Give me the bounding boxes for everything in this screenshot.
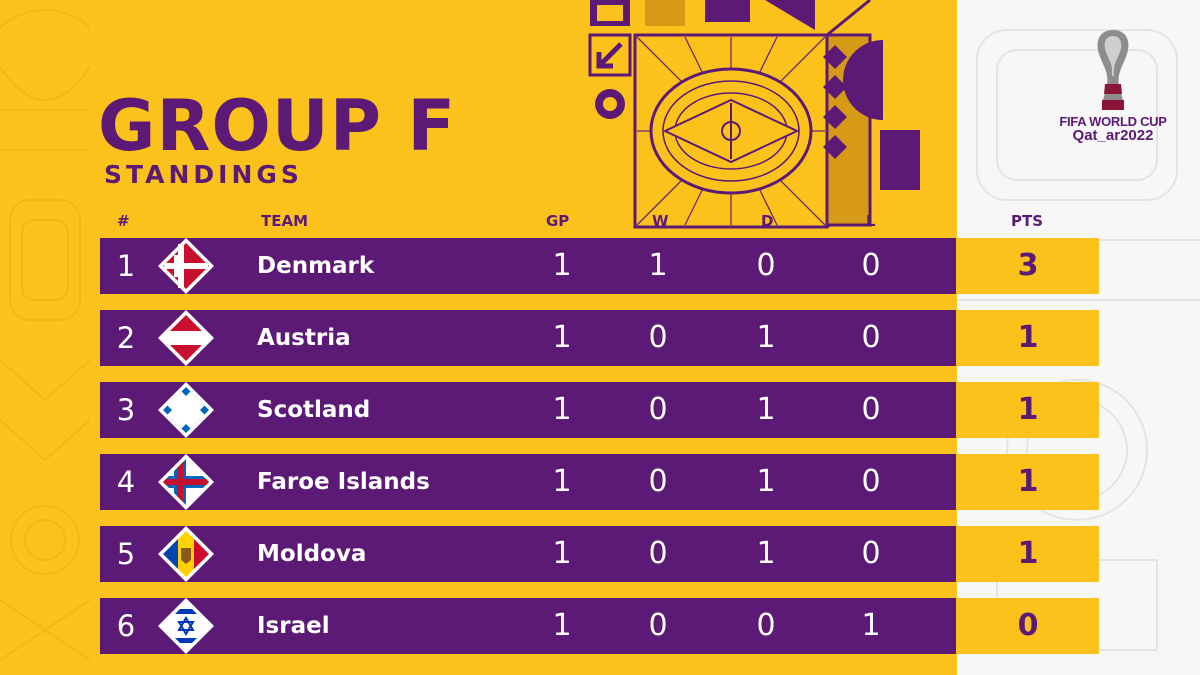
team-name: Faroe Islands — [257, 469, 430, 495]
row-pts: 1 — [1017, 464, 1039, 499]
page-title: GROUP F — [98, 85, 457, 167]
row-d: 1 — [756, 464, 776, 499]
row-l: 1 — [861, 608, 881, 643]
pts-cell: 3 — [957, 238, 1099, 294]
table-row: 3 Scotland 1 0 1 0 — [100, 382, 956, 438]
table-row: 2 Austria 1 0 1 0 — [100, 310, 956, 366]
row-w: 0 — [648, 608, 668, 643]
row-gp: 1 — [552, 392, 572, 427]
row-l: 0 — [861, 536, 881, 571]
row-gp: 1 — [552, 608, 572, 643]
row-d: 1 — [756, 392, 776, 427]
row-w: 0 — [648, 320, 668, 355]
table-row: 5 Moldova 1 0 1 0 — [100, 526, 956, 582]
team-name: Moldova — [257, 541, 367, 567]
row-w: 0 — [648, 464, 668, 499]
row-w: 0 — [648, 536, 668, 571]
israel-flag-icon — [158, 598, 214, 654]
row-d: 0 — [756, 248, 776, 283]
pts-cell: 1 — [957, 454, 1099, 510]
row-gp: 1 — [552, 320, 572, 355]
row-l: 0 — [861, 320, 881, 355]
pts-cell: 1 — [957, 310, 1099, 366]
row-d: 1 — [756, 320, 776, 355]
row-rank: 6 — [116, 609, 136, 643]
team-name: Scotland — [257, 397, 371, 423]
row-l: 0 — [861, 248, 881, 283]
column-header-d: D — [761, 212, 774, 230]
page-subtitle: STANDINGS — [104, 160, 303, 189]
table-row: 6 Israel 1 0 0 1 — [100, 598, 956, 654]
scotland-flag-icon — [158, 382, 214, 438]
team-name: Austria — [257, 325, 351, 351]
row-gp: 1 — [552, 248, 572, 283]
row-w: 0 — [648, 392, 668, 427]
row-rank: 3 — [116, 393, 136, 427]
column-header-rank: # — [117, 212, 130, 230]
row-w: 1 — [648, 248, 668, 283]
bottom-row-strip — [100, 658, 956, 675]
row-pts: 1 — [1017, 536, 1039, 571]
row-pts: 3 — [1017, 248, 1039, 283]
row-rank: 1 — [116, 249, 136, 283]
stadium-graphic — [588, 0, 920, 229]
pts-cell: 1 — [957, 526, 1099, 582]
denmark-flag-icon — [158, 238, 214, 294]
austria-flag-icon — [158, 310, 214, 366]
row-l: 0 — [861, 392, 881, 427]
row-rank: 5 — [116, 537, 136, 571]
row-l: 0 — [861, 464, 881, 499]
row-rank: 4 — [116, 465, 136, 499]
logo-title: FIFA WORLD CUP — [1059, 114, 1167, 129]
row-d: 0 — [756, 608, 776, 643]
faroe-islands-flag-icon — [158, 454, 214, 510]
moldova-flag-icon — [158, 526, 214, 582]
row-pts: 1 — [1017, 392, 1039, 427]
left-decorative-pattern — [0, 9, 90, 661]
team-name: Israel — [257, 613, 330, 639]
column-header-gp: GP — [546, 212, 570, 230]
column-header-l: L — [866, 212, 876, 230]
row-d: 1 — [756, 536, 776, 571]
table-row: 4 Faroe Islands 1 0 1 0 — [100, 454, 956, 510]
column-header-w: W — [652, 212, 669, 230]
logo-subtitle: Qat_ar2022 — [1072, 127, 1154, 144]
row-pts: 1 — [1017, 320, 1039, 355]
row-rank: 2 — [116, 321, 136, 355]
team-name: Denmark — [257, 253, 375, 279]
world-cup-trophy-icon — [1097, 30, 1129, 110]
pts-cell: 0 — [957, 598, 1099, 654]
row-gp: 1 — [552, 536, 572, 571]
row-gp: 1 — [552, 464, 572, 499]
row-pts: 0 — [1017, 608, 1039, 643]
column-header-pts: PTS — [1011, 212, 1044, 230]
column-header-team: TEAM — [261, 212, 309, 230]
table-row: 1 Denmark 1 1 0 0 — [100, 238, 956, 294]
pts-cell: 1 — [957, 382, 1099, 438]
